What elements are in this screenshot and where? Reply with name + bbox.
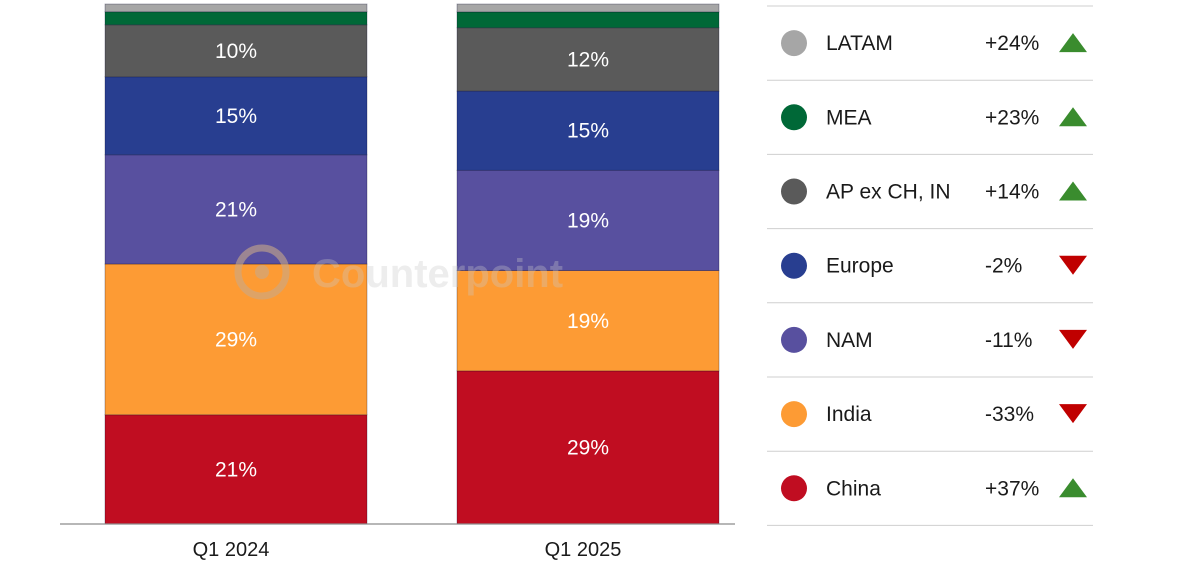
- watermark-text: Counterpoint: [312, 252, 563, 296]
- legend-change-europe: -2%: [985, 255, 1022, 278]
- bar-segment-china-0: [104, 414, 368, 525]
- legend-swatch-china: [781, 475, 807, 502]
- bars-layer: [104, 3, 720, 525]
- legend-change-nam: -11%: [985, 329, 1032, 352]
- category-label-1: Q1 2025: [545, 539, 622, 561]
- legend-change-ap-ex-ch-in: +14%: [985, 181, 1039, 204]
- legend-trend-up-arrow-icon-china: [1059, 478, 1087, 498]
- legend-swatch-ap-ex-ch-in: [781, 178, 807, 205]
- bar-segment-europe-1: [456, 90, 720, 171]
- segment-label-europe-1: 15%: [567, 120, 609, 143]
- category-label-0: Q1 2024: [193, 539, 270, 561]
- bar-segment-latam-1: [456, 3, 720, 13]
- bar-segment-ap-ex-ch-in-0: [104, 24, 368, 78]
- segment-label-china-0: 21%: [215, 458, 257, 481]
- bar-segment-india-0: [104, 263, 368, 416]
- legend-trend-up-arrow-icon-latam: [1059, 33, 1087, 53]
- category-labels-layer: Q1 2024 Q1 2025: [193, 539, 622, 561]
- legend-name-europe: Europe: [826, 255, 894, 278]
- bar-segment-ap-ex-ch-in-1: [456, 27, 720, 92]
- segment-label-india-0: 29%: [215, 328, 257, 351]
- legend-name-india: India: [826, 403, 872, 426]
- legend-name-china: China: [826, 477, 881, 500]
- legend-change-mea: +23%: [985, 106, 1039, 129]
- bar-segment-mea-1: [456, 11, 720, 29]
- segment-label-ap-ex-ch-in-0: 10%: [215, 40, 257, 63]
- legend: LATAM +24% MEA +23% AP ex CH, IN +14% Europe -2…: [767, 5, 1093, 526]
- segment-label-india-1: 19%: [567, 310, 609, 333]
- segment-label-china-1: 29%: [567, 436, 609, 459]
- legend-change-india: -33%: [985, 403, 1034, 426]
- legend-change-china: +37%: [985, 477, 1039, 500]
- legend-change-latam: +24%: [985, 32, 1039, 55]
- legend-name-nam: NAM: [826, 329, 873, 352]
- bar-segment-india-1: [456, 270, 720, 372]
- bar-segment-latam-0: [104, 3, 368, 13]
- legend-trend-down-arrow-icon-europe: [1059, 255, 1087, 275]
- legend-swatch-mea: [781, 104, 807, 131]
- legend-swatch-india: [781, 401, 807, 428]
- watermark: Counterpoint: [234, 244, 563, 300]
- legend-trend-up-arrow-icon-ap-ex-ch-in: [1059, 181, 1087, 201]
- legend-swatch-nam: [781, 326, 807, 353]
- bar-segment-mea-0: [104, 11, 368, 26]
- segment-label-europe-0: 15%: [215, 105, 257, 128]
- segment-label-ap-ex-ch-in-1: 12%: [567, 48, 609, 71]
- legend-name-ap-ex-ch-in: AP ex CH, IN: [826, 181, 950, 204]
- segment-labels-layer: 21% 29% 21% 15% 10% 29% 19% 19% 15% 12%: [215, 40, 609, 482]
- bar-segment-china-1: [456, 370, 720, 525]
- legend-swatch-latam: [781, 30, 807, 57]
- watermark-logo-dot-icon: [255, 265, 269, 279]
- segment-label-nam-1: 19%: [567, 209, 609, 232]
- legend-trend-up-arrow-icon-mea: [1059, 107, 1087, 127]
- legend-swatch-europe: [781, 252, 807, 279]
- legend-trend-down-arrow-icon-india: [1059, 404, 1087, 424]
- segment-label-nam-0: 21%: [215, 198, 257, 221]
- bar-segment-europe-0: [104, 76, 368, 156]
- legend-name-mea: MEA: [826, 106, 872, 129]
- legend-trend-down-arrow-icon-nam: [1059, 329, 1087, 349]
- legend-name-latam: LATAM: [826, 32, 893, 55]
- watermark-logo-icon: [234, 244, 290, 300]
